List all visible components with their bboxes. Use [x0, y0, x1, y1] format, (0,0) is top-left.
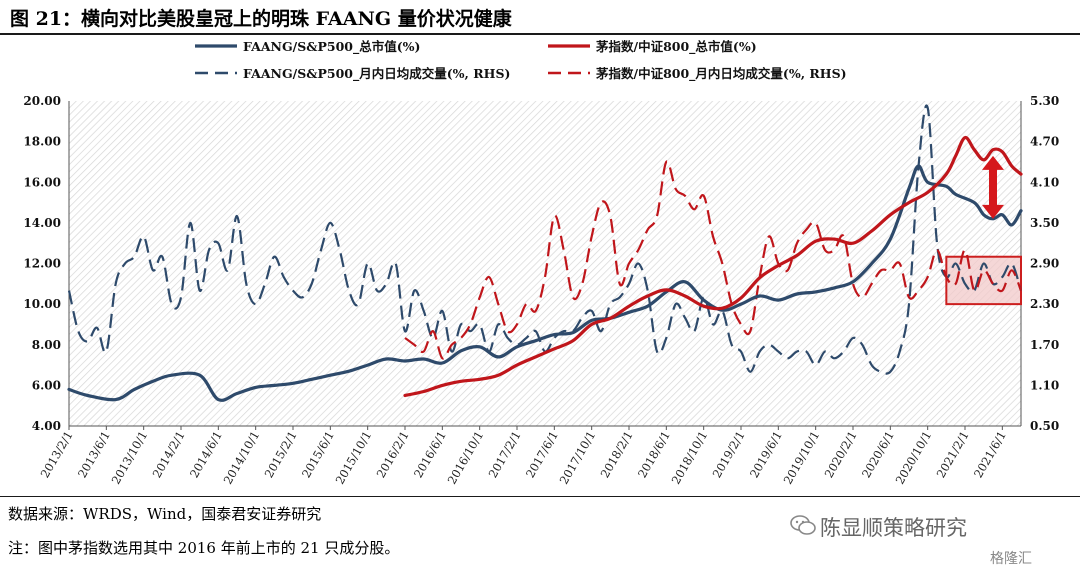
left-tick-label: 14.00 [23, 216, 61, 230]
x-tick-label: 2015/2/1 [262, 429, 300, 481]
left-tick-label: 16.00 [23, 175, 61, 189]
x-tick-label: 2019/10/1 [781, 429, 823, 487]
right-tick-label: 1.10 [1030, 378, 1059, 392]
chart-title: 图 21：横向对比美股皇冠上的明珠 FAANG 量价状况健康 [10, 8, 512, 30]
x-tick-label: 2020/6/1 [859, 429, 897, 481]
x-tick-label: 2014/2/1 [150, 429, 188, 481]
x-tick-label: 2018/10/1 [669, 429, 711, 487]
source-note: 数据来源：WRDS，Wind，国泰君安证券研究 [8, 505, 322, 523]
right-tick-label: 4.10 [1030, 175, 1059, 189]
legend-label-3: 茅指数/中证800_月内日均成交量(%, RHS) [596, 66, 847, 82]
left-tick-label: 18.00 [23, 135, 61, 149]
x-tick-label: 2017/10/1 [557, 429, 599, 487]
right-tick-label: 5.30 [1030, 94, 1059, 108]
left-tick-label: 20.00 [23, 94, 61, 108]
wechat-icon [790, 515, 816, 535]
series-line-1 [403, 135, 1023, 398]
x-tick-label: 2019/6/1 [747, 429, 785, 481]
x-tick-label: 2018/6/1 [635, 429, 673, 481]
right-tick-label: 4.70 [1030, 135, 1059, 149]
legend-label-2: FAANG/S&P500_月内日均成交量(%, RHS) [243, 66, 510, 82]
corner-brand: 格隆汇 [990, 551, 1032, 567]
legend-label-0: FAANG/S&P500_总市值(%) [243, 39, 420, 55]
x-tick-label: 2013/10/1 [109, 429, 151, 487]
right-tick-label: 0.50 [1030, 419, 1059, 433]
plot-area [69, 101, 1021, 426]
x-tick-label: 2015/10/1 [333, 429, 375, 487]
x-tick-label: 2015/6/1 [299, 429, 337, 481]
right-tick-label: 3.50 [1030, 216, 1059, 230]
x-tick-label: 2016/2/1 [374, 429, 412, 481]
x-tick-label: 2017/2/1 [486, 429, 524, 481]
x-tick-label: 2021/6/1 [971, 428, 1009, 480]
right-tick-label: 2.30 [1030, 297, 1059, 311]
top-rule [0, 33, 1080, 35]
left-tick-label: 8.00 [32, 338, 61, 352]
left-tick-label: 6.00 [32, 378, 61, 392]
left-tick-label: 10.00 [23, 297, 61, 311]
double-arrow-icon [982, 155, 1004, 219]
legend-label-1: 茅指数/中证800_总市值(%) [596, 39, 757, 55]
brand-name: 陈显顺策略研究 [820, 516, 967, 540]
bottom-rule [0, 496, 1080, 497]
right-tick-label: 1.70 [1030, 338, 1059, 352]
x-tick-label: 2016/6/1 [411, 429, 449, 481]
x-tick-label: 2018/2/1 [598, 429, 636, 481]
series-line-3 [404, 160, 1023, 360]
x-tick-label: 2013/2/1 [38, 429, 76, 481]
x-tick-label: 2020/2/1 [822, 429, 860, 481]
x-tick-label: 2021/2/1 [934, 429, 972, 481]
left-tick-label: 12.00 [23, 257, 61, 271]
x-tick-label: 2014/6/1 [187, 429, 225, 481]
x-tick-label: 2016/10/1 [445, 428, 487, 486]
left-tick-label: 4.00 [32, 419, 61, 433]
right-tick-label: 2.90 [1030, 257, 1059, 271]
x-tick-label: 2014/10/1 [221, 429, 263, 487]
series-line-0 [67, 164, 1023, 402]
x-tick-label: 2017/6/1 [523, 429, 561, 481]
chart-svg: 4.00 6.00 8.00 10.00 12.00 14.00 16.00 18.00 20.… [23, 39, 1059, 487]
x-tick-label: 2019/2/1 [710, 429, 748, 481]
x-tick-label: 2013/6/1 [75, 429, 113, 481]
footnote: 注：图中茅指数选用其中 2016 年前上市的 21 只成分股。 [8, 539, 400, 557]
x-tick-label: 2020/10/1 [893, 429, 935, 487]
